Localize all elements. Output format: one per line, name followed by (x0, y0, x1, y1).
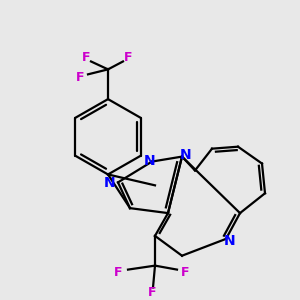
Text: N: N (224, 234, 236, 248)
Text: F: F (124, 51, 132, 64)
Text: N: N (144, 154, 156, 168)
Text: F: F (82, 51, 90, 64)
Text: N: N (180, 148, 192, 162)
Text: F: F (148, 286, 156, 299)
Text: F: F (114, 266, 122, 279)
Text: F: F (76, 71, 84, 84)
Text: F: F (181, 266, 189, 279)
Text: N: N (104, 176, 116, 190)
